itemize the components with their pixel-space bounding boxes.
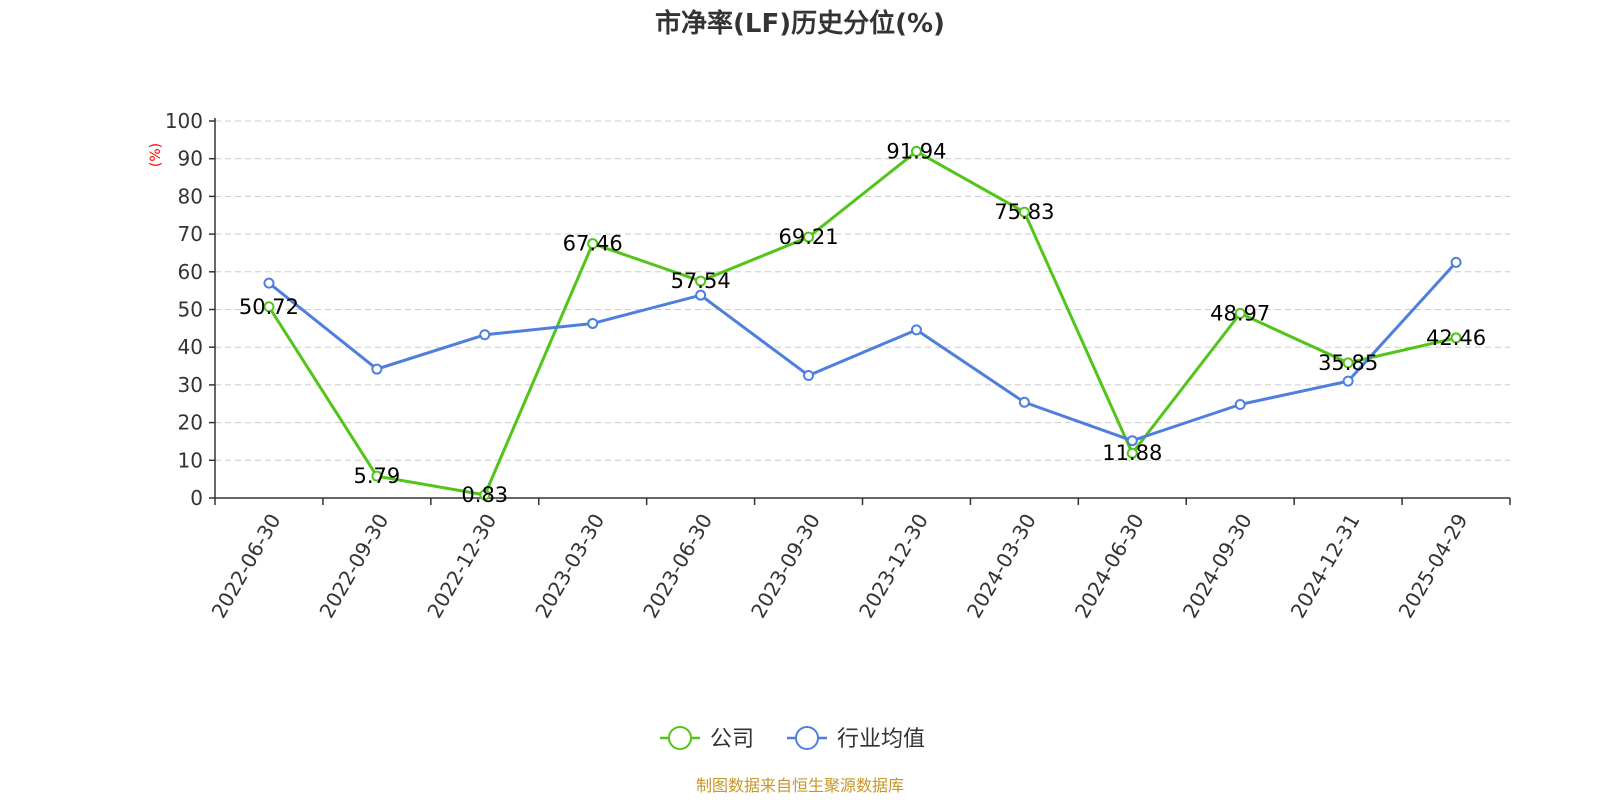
- data-point[interactable]: [371, 363, 383, 375]
- series-line-1: [268, 261, 1458, 443]
- y-tick-label: 50: [178, 298, 203, 322]
- x-tick-label: 2025-04-29: [1394, 510, 1473, 623]
- data-point[interactable]: [587, 317, 599, 329]
- legend-marker: [795, 726, 819, 750]
- data-point[interactable]: [910, 324, 922, 336]
- data-point[interactable]: [1126, 435, 1138, 447]
- x-tick-label: 2023-12-30: [854, 509, 933, 622]
- data-label: 69.21: [778, 225, 838, 249]
- data-label: 75.83: [994, 200, 1054, 224]
- legend-marker: [668, 726, 692, 750]
- series-line-0: [267, 149, 1457, 497]
- x-tick-label: 2024-06-30: [1070, 510, 1149, 623]
- data-point[interactable]: [803, 369, 815, 381]
- data-label: 50.72: [239, 295, 299, 319]
- legend-label: 公司: [710, 727, 754, 752]
- y-tick-label: 0: [190, 486, 203, 510]
- data-point[interactable]: [695, 289, 707, 301]
- y-tick-label: 100: [165, 109, 203, 133]
- data-point[interactable]: [479, 489, 491, 501]
- data-label: 35.85: [1318, 351, 1378, 375]
- data-point[interactable]: [1342, 357, 1354, 369]
- source-note: 制图数据来自恒生聚源数据库: [696, 776, 904, 795]
- data-point[interactable]: [803, 231, 815, 243]
- data-point[interactable]: [1126, 447, 1138, 459]
- x-tick-label: 2023-03-30: [530, 510, 609, 623]
- x-tick-label: 2022-09-30: [314, 510, 393, 623]
- y-tick-label: 40: [178, 335, 203, 359]
- data-label: 5.79: [353, 464, 400, 488]
- data-label: 67.46: [563, 232, 623, 256]
- data-point[interactable]: [910, 145, 922, 157]
- data-label: 0.83: [461, 483, 508, 507]
- data-label: 91.94: [886, 139, 946, 163]
- y-tick-label: 80: [178, 184, 203, 208]
- gridlines: [215, 120, 1510, 461]
- data-point[interactable]: [1018, 206, 1030, 218]
- data-point[interactable]: [1342, 375, 1354, 387]
- x-tick-label: 2022-06-30: [207, 510, 286, 623]
- y-tick-label: 60: [178, 260, 203, 284]
- legend-item-1[interactable]: 行业均值: [787, 726, 925, 752]
- legend-label: 行业均值: [837, 727, 925, 752]
- legend-item-0[interactable]: 公司: [660, 726, 754, 752]
- y-tick-label: 20: [178, 411, 203, 435]
- data-label: 57.54: [671, 269, 731, 293]
- y-tick-label: 90: [178, 147, 203, 171]
- data-point[interactable]: [1450, 332, 1462, 344]
- data-label: 42.46: [1426, 326, 1486, 350]
- data-point[interactable]: [479, 329, 491, 341]
- y-tick-label: 70: [178, 222, 203, 246]
- x-tick-label: 2022-12-30: [422, 509, 501, 622]
- axes: 0 10 20 30 40 50 60 70 80 90 100 2022-06-30 2022-09-…: [165, 109, 1511, 623]
- data-point[interactable]: [1234, 307, 1246, 319]
- x-tick-label: 2024-12-31: [1286, 510, 1365, 623]
- y-tick-label: 10: [178, 448, 203, 472]
- data-point[interactable]: [371, 470, 383, 482]
- chart-title: 市净率(LF)历史分位(%): [655, 8, 945, 39]
- x-tick-label: 2023-09-30: [746, 510, 825, 623]
- x-tick-label: 2023-06-30: [638, 510, 717, 623]
- data-label: 11.88: [1102, 441, 1162, 465]
- data-label: 48.97: [1210, 301, 1270, 325]
- y-axis-unit-label: (%): [148, 143, 164, 167]
- data-point[interactable]: [1450, 256, 1462, 268]
- series-layer: [263, 145, 1462, 501]
- data-labels: 50.72 5.79 0.83 67.46 57.54 69.21 91.94 75.83 11…: [239, 139, 1486, 506]
- data-point[interactable]: [263, 301, 275, 313]
- data-point[interactable]: [587, 238, 599, 250]
- data-point[interactable]: [695, 275, 707, 287]
- legend[interactable]: 公司 行业均值: [660, 726, 925, 752]
- x-tick-label: 2024-09-30: [1178, 510, 1257, 623]
- data-point[interactable]: [263, 277, 275, 289]
- x-tick-label: 2024-03-30: [962, 510, 1041, 623]
- y-tick-label: 30: [178, 373, 203, 397]
- data-point[interactable]: [1018, 396, 1030, 408]
- data-point[interactable]: [1234, 399, 1246, 411]
